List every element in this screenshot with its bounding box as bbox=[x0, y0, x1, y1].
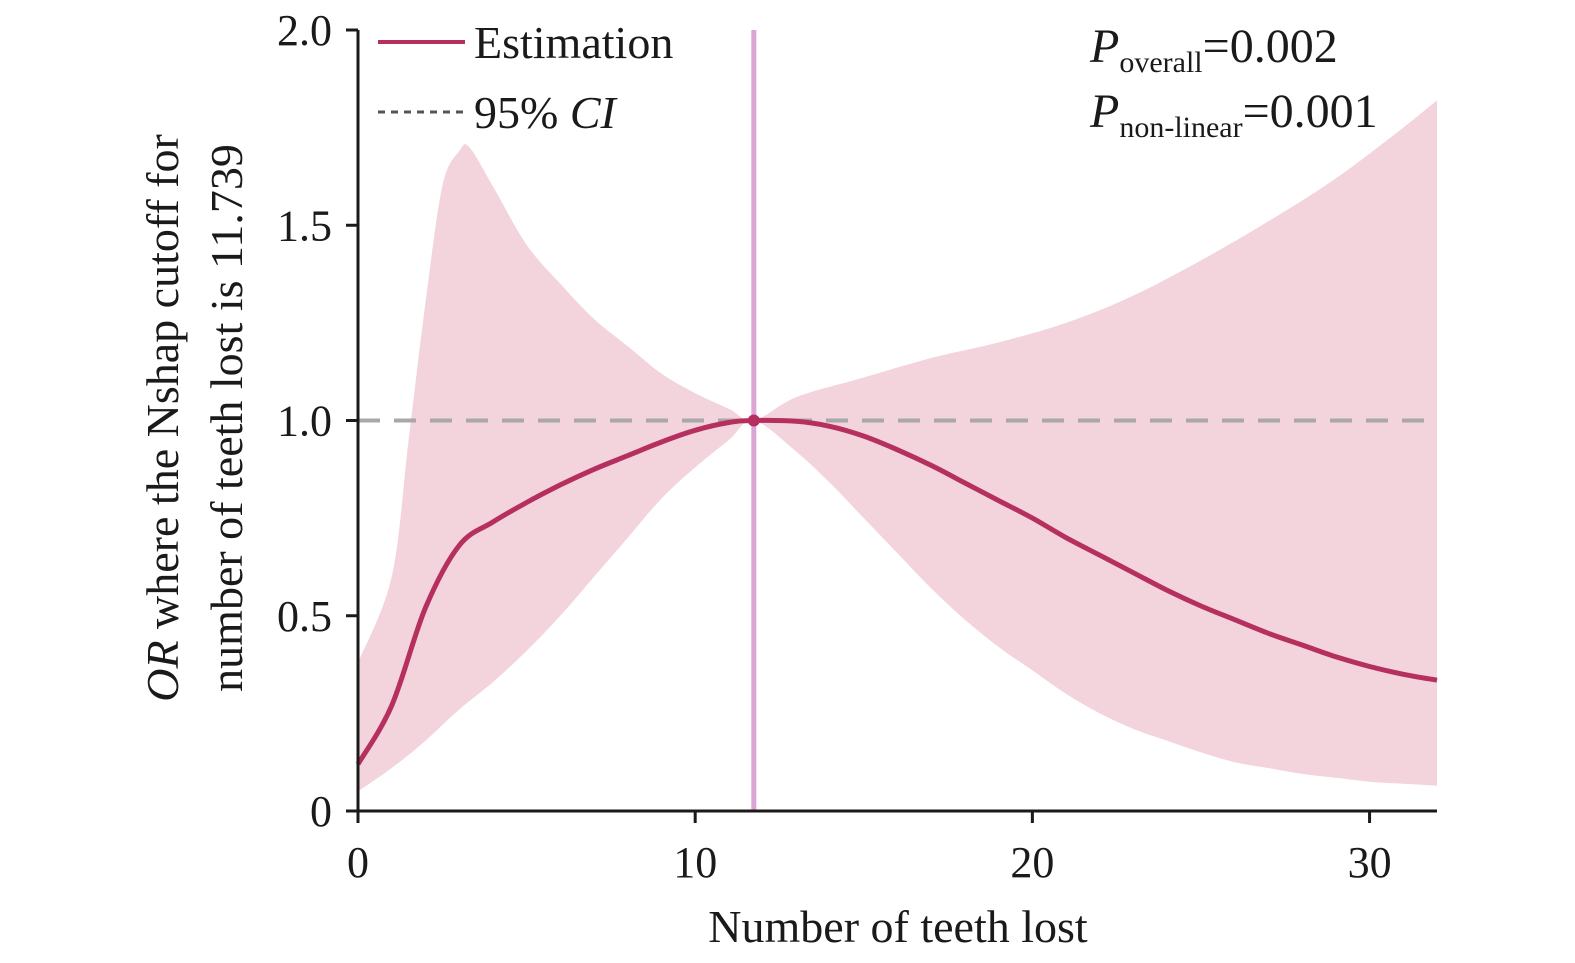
y-axis-title-line2: number of teeth lost is 11.739 bbox=[201, 144, 252, 692]
legend-ci-prefix: 95% bbox=[474, 87, 570, 138]
ci-band bbox=[358, 100, 1437, 792]
legend-estimation-label: Estimation bbox=[474, 17, 673, 68]
y-tick-label: 2.0 bbox=[277, 6, 332, 55]
p-overall-value: =0.002 bbox=[1203, 20, 1338, 73]
x-axis-title: Number of teeth lost bbox=[708, 901, 1088, 952]
p-nonlinear: Pnon-linear=0.001 bbox=[1089, 85, 1378, 144]
y-axis-title-or: OR bbox=[137, 640, 188, 701]
y-tick-label: 1.0 bbox=[277, 397, 332, 446]
y-tick-label: 1.5 bbox=[277, 201, 332, 250]
p-nonlinear-value: =0.001 bbox=[1243, 85, 1378, 138]
x-ticks: 0 10 20 30 bbox=[347, 811, 1392, 887]
p-nonlinear-symbol: P bbox=[1089, 85, 1119, 138]
legend-ci-label: 95% CI bbox=[474, 87, 619, 138]
p-overall-sub: overall bbox=[1119, 46, 1202, 79]
p-value-annotations: Poverall=0.002 Pnon-linear=0.001 bbox=[1089, 20, 1378, 144]
y-tick-label: 0 bbox=[310, 787, 332, 836]
y-axis-title-rest: where the Nshap cutoff for bbox=[137, 134, 188, 640]
x-tick-label: 10 bbox=[673, 838, 717, 887]
y-ticks: 0 0.5 1.0 1.5 2.0 bbox=[277, 6, 358, 836]
legend-ci-italic: CI bbox=[570, 87, 619, 138]
y-axis-title-line1: OR where the Nshap cutoff for bbox=[137, 134, 188, 702]
x-tick-label: 20 bbox=[1010, 838, 1054, 887]
y-tick-label: 0.5 bbox=[277, 592, 332, 641]
p-overall-symbol: P bbox=[1089, 20, 1119, 73]
cutoff-point bbox=[747, 414, 760, 427]
legend: Estimation 95% CI bbox=[378, 17, 673, 138]
x-tick-label: 30 bbox=[1348, 838, 1392, 887]
x-tick-label: 0 bbox=[347, 838, 369, 887]
p-nonlinear-sub: non-linear bbox=[1119, 111, 1242, 144]
estimate-line bbox=[355, 417, 1438, 766]
p-overall: Poverall=0.002 bbox=[1089, 20, 1338, 79]
